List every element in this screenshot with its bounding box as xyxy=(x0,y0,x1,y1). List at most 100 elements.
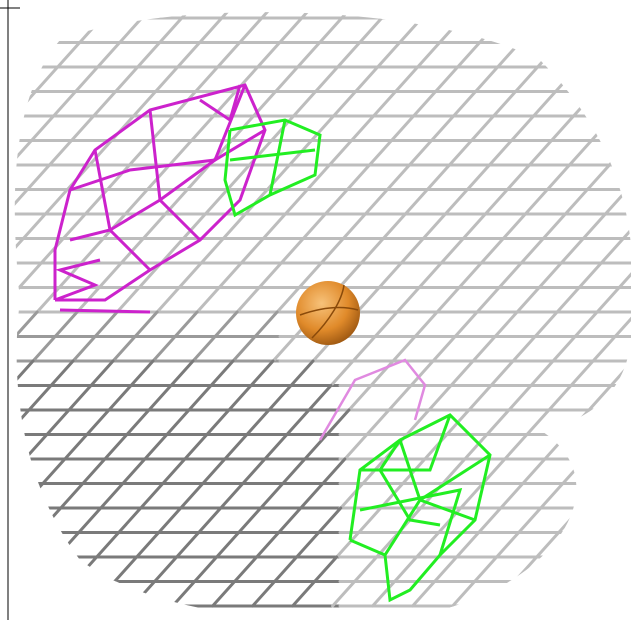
mesh-edge xyxy=(456,41,482,69)
mesh-edge xyxy=(475,286,501,314)
mesh-edge xyxy=(409,359,435,387)
mesh-edge xyxy=(216,41,242,69)
mesh-edge xyxy=(613,310,631,338)
mesh-edge xyxy=(113,555,139,583)
mesh-edge xyxy=(173,310,199,338)
mesh-edge xyxy=(34,65,60,93)
cage-edge xyxy=(383,453,491,556)
mesh-edge xyxy=(359,237,385,265)
mesh-edge xyxy=(519,237,545,265)
mesh-edge xyxy=(335,531,361,559)
mesh-edge xyxy=(357,506,383,534)
mesh-edge xyxy=(85,408,111,436)
mesh-edge xyxy=(457,261,483,289)
mesh-edge xyxy=(245,408,271,436)
mesh-edge xyxy=(532,90,558,118)
mesh-edge xyxy=(551,335,577,363)
mesh-edge xyxy=(523,188,549,216)
sphere-stripe xyxy=(299,306,359,316)
mesh-edge xyxy=(273,555,299,583)
mesh-edge xyxy=(455,531,481,559)
mesh-edge xyxy=(89,359,115,387)
mesh-edge xyxy=(510,114,536,142)
mesh-edge xyxy=(501,212,527,240)
mesh-edge xyxy=(143,433,169,461)
mesh-edge xyxy=(198,16,224,44)
mesh-edge xyxy=(343,433,369,461)
mesh-edge xyxy=(408,139,433,167)
mesh-edge xyxy=(193,555,219,583)
mesh-edge xyxy=(121,457,147,485)
mesh-edge xyxy=(417,261,443,289)
mesh-edge xyxy=(325,408,351,436)
mesh-edge xyxy=(481,457,507,485)
mesh-edge xyxy=(70,114,96,142)
mesh-edge xyxy=(353,555,379,583)
mesh-edge xyxy=(483,188,509,216)
mesh-edge xyxy=(339,482,365,510)
mesh-edge xyxy=(158,16,184,44)
mesh-edge xyxy=(237,506,263,534)
mesh-edge xyxy=(21,212,47,240)
mesh-edge xyxy=(267,384,293,412)
mesh-edge xyxy=(547,384,573,412)
mesh-edge xyxy=(25,163,51,191)
mesh-edge xyxy=(477,506,503,534)
cage-edge xyxy=(199,84,242,123)
mesh-edge xyxy=(336,41,362,69)
mesh-edge xyxy=(489,359,515,387)
mesh-edge xyxy=(114,65,140,93)
mesh-edge xyxy=(219,482,245,510)
cage-edge xyxy=(360,414,452,472)
mesh-edge xyxy=(310,114,336,142)
mesh-edge xyxy=(118,16,144,44)
mesh-edge xyxy=(52,90,78,118)
mesh-edge xyxy=(595,286,621,314)
mesh-edge xyxy=(503,433,529,461)
mesh-edge xyxy=(319,237,345,265)
mesh-edge xyxy=(499,482,525,510)
cage-edge xyxy=(318,358,427,441)
mesh-edge xyxy=(255,531,281,559)
mesh-edge xyxy=(573,310,599,338)
mesh-edge xyxy=(529,359,555,387)
mesh-edge xyxy=(385,163,411,191)
mesh-edge xyxy=(431,335,457,363)
mesh-edge xyxy=(517,506,543,534)
mesh-edge xyxy=(41,457,67,485)
mesh-edge xyxy=(49,359,75,387)
mesh-edge xyxy=(177,261,203,289)
mesh-edge xyxy=(79,237,105,265)
mesh-edge xyxy=(96,41,122,69)
mesh-edge xyxy=(275,286,301,314)
mesh-edge xyxy=(372,90,398,118)
mesh-edge xyxy=(197,506,223,534)
mesh-edge xyxy=(92,90,118,118)
mesh-edge xyxy=(53,310,79,338)
ion xyxy=(296,281,360,345)
mesh-edge xyxy=(111,335,137,363)
mesh-edge xyxy=(591,335,617,363)
mesh-edge xyxy=(285,408,311,436)
mesh-edge xyxy=(150,114,176,142)
mesh-edge xyxy=(439,237,465,265)
mesh-edge xyxy=(233,555,259,583)
mesh-edge xyxy=(225,163,251,191)
mesh-edge xyxy=(427,384,453,412)
mesh-edge xyxy=(117,506,143,534)
mesh-edge xyxy=(181,212,207,240)
mesh-edge xyxy=(14,310,39,338)
mesh-edge xyxy=(314,65,340,93)
mesh-edge xyxy=(141,212,167,240)
mesh-edge xyxy=(175,531,201,559)
mesh-edge xyxy=(81,457,107,485)
mesh-edge xyxy=(303,433,329,461)
mesh-edge xyxy=(71,335,97,363)
mesh-edge xyxy=(139,482,165,510)
cage-edge xyxy=(359,488,463,556)
mesh-edge xyxy=(495,531,521,559)
mesh-edge xyxy=(474,65,500,93)
mesh-edge xyxy=(277,506,303,534)
mesh-edge xyxy=(93,310,119,338)
